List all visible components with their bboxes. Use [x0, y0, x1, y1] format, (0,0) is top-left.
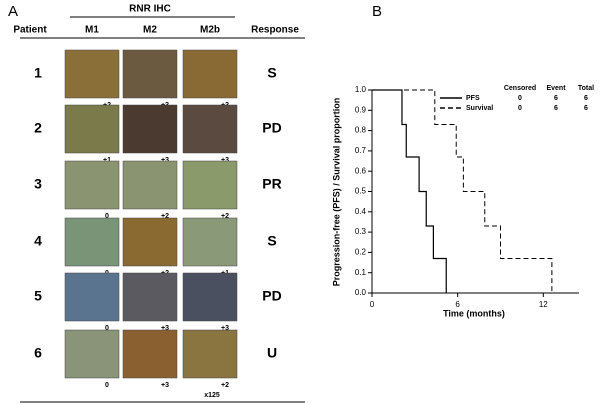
legend-header: Total — [578, 85, 594, 92]
panel-label: A — [8, 3, 18, 20]
table-title: RNR IHC — [129, 4, 171, 15]
y-tick-label: 0.7 — [355, 146, 367, 155]
column-header: Response — [251, 25, 299, 36]
response: PD — [262, 120, 281, 136]
legend-cell: 0 — [518, 95, 522, 102]
response: PD — [262, 288, 281, 304]
y-tick-label: 0.3 — [355, 227, 367, 236]
ihc-image — [64, 104, 120, 154]
x-tick-label: 12 — [539, 300, 548, 309]
ihc-image — [122, 217, 178, 267]
y-tick-label: 0.0 — [355, 288, 367, 297]
ihc-image — [122, 272, 178, 322]
legend-cell: 6 — [584, 95, 588, 102]
ihc-image — [182, 160, 238, 210]
legend-cell: 6 — [554, 105, 558, 112]
y-tick-label: 0.2 — [355, 248, 367, 257]
column-header: Patient — [13, 25, 47, 36]
ihc-image — [122, 104, 178, 154]
x-tick-label: 0 — [370, 300, 375, 309]
magnification: x125 — [204, 392, 220, 399]
ihc-score: +2 — [221, 213, 229, 220]
x-axis-label: Time (months) — [443, 308, 505, 318]
y-tick-label: 0.5 — [355, 187, 367, 196]
ihc-score: 0 — [105, 325, 109, 332]
patient-id: 3 — [34, 176, 42, 192]
column-header: M2b — [200, 25, 220, 36]
ihc-score: +3 — [161, 382, 169, 389]
ihc-image — [64, 160, 120, 210]
ihc-image — [122, 160, 178, 210]
patient-id: 5 — [34, 288, 42, 304]
ihc-score: +3 — [221, 325, 229, 332]
y-tick-label: 0.9 — [355, 105, 367, 114]
ihc-score: +3 — [161, 157, 169, 164]
ihc-score: +2 — [221, 382, 229, 389]
y-tick-label: 0.4 — [355, 207, 367, 216]
ihc-image — [182, 217, 238, 267]
ihc-score: 0 — [105, 213, 109, 220]
x-tick-label: 6 — [455, 300, 460, 309]
ihc-image — [182, 104, 238, 154]
km-curve — [372, 89, 553, 293]
column-header: M2 — [143, 25, 157, 36]
ihc-score: +1 — [103, 157, 111, 164]
ihc-score: +3 — [221, 157, 229, 164]
response: PR — [262, 176, 281, 192]
legend-cell: 6 — [584, 105, 588, 112]
column-header: M1 — [85, 25, 99, 36]
ihc-image — [64, 217, 120, 267]
ihc-image — [182, 49, 238, 99]
ihc-image — [122, 49, 178, 99]
km-curve — [372, 89, 447, 293]
response: U — [267, 345, 277, 361]
legend-header: Event — [546, 85, 566, 92]
ihc-score: 0 — [105, 382, 109, 389]
legend-header: Censored — [504, 85, 536, 92]
ihc-image — [64, 49, 120, 99]
patient-id: 4 — [34, 233, 42, 249]
panel-label: B — [372, 3, 382, 20]
ihc-image — [64, 272, 120, 322]
y-tick-label: 0.6 — [355, 166, 367, 175]
legend-cell: 6 — [554, 95, 558, 102]
ihc-score: +3 — [161, 325, 169, 332]
legend-label: Survival — [466, 105, 493, 112]
ihc-image — [64, 329, 120, 379]
y-axis-label: Progression-free (PFS) / Survival propor… — [331, 98, 341, 287]
ihc-image — [182, 329, 238, 379]
ihc-image — [122, 329, 178, 379]
response: S — [267, 65, 276, 81]
y-tick-label: 1.0 — [355, 85, 367, 94]
legend-label: PFS — [466, 95, 480, 102]
patient-id: 6 — [34, 345, 42, 361]
patient-id: 2 — [34, 120, 42, 136]
y-tick-label: 0.8 — [355, 126, 367, 135]
y-tick-label: 0.1 — [355, 268, 367, 277]
ihc-score: +2 — [161, 213, 169, 220]
ihc-image — [182, 272, 238, 322]
response: S — [267, 233, 276, 249]
legend-cell: 0 — [518, 105, 522, 112]
patient-id: 1 — [34, 65, 42, 81]
